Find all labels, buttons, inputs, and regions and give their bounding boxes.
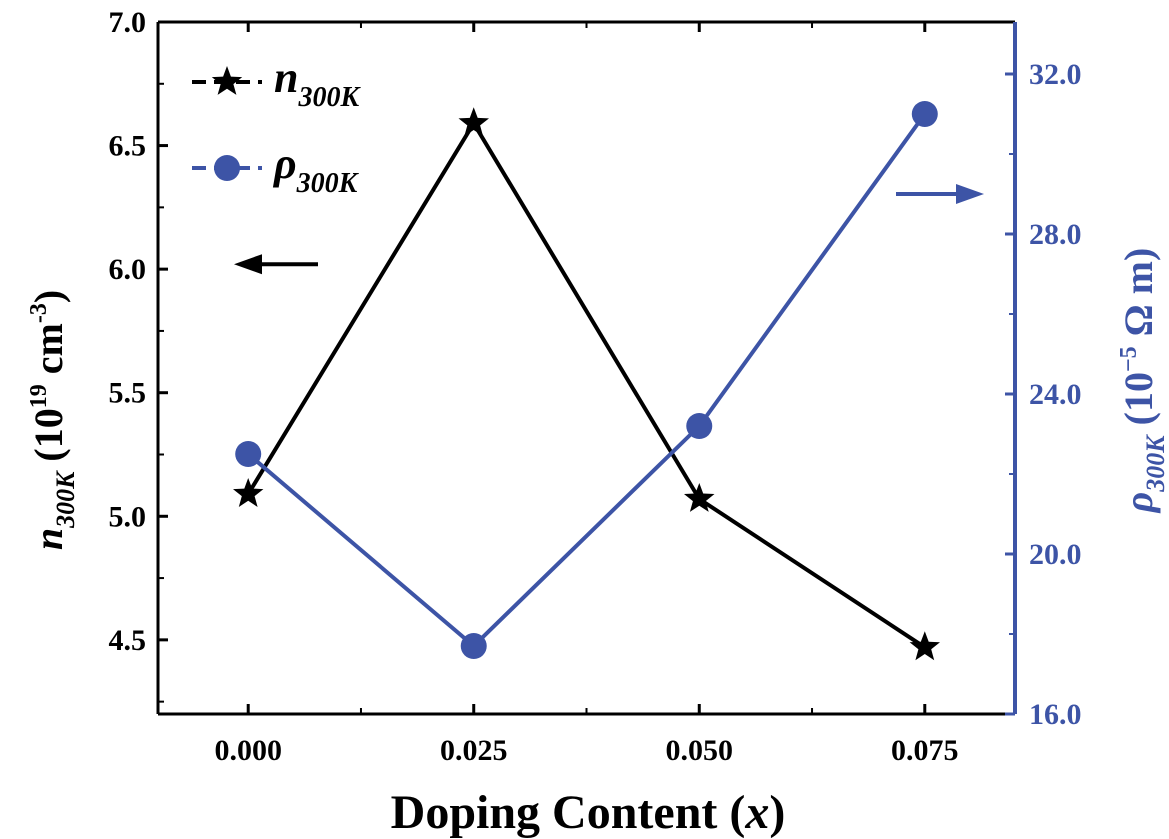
series-line-star	[246, 119, 926, 649]
data-point-star	[909, 631, 940, 661]
data-point-circle	[911, 101, 938, 127]
legend-circle-marker	[214, 155, 240, 181]
data-point-circle	[686, 413, 713, 439]
left-y-tick-label: 5.5	[109, 377, 147, 410]
series-line-circle	[246, 112, 927, 649]
right-y-tick-label: 20.0	[1029, 538, 1082, 571]
arrow-head	[234, 254, 262, 275]
right-y-axis-ticks: 16.0 20.0 24.0 28.0 32.0	[1005, 58, 1082, 731]
data-point-star	[458, 107, 489, 137]
legend-label: n300K	[274, 53, 361, 113]
right-y-tick-label: 16.0	[1029, 698, 1082, 731]
data-point-star	[233, 478, 264, 507]
right-y-tick-label: 24.0	[1029, 378, 1082, 411]
x-tick-label: 0.025	[440, 734, 508, 767]
left-y-tick-label: 6.5	[109, 130, 147, 163]
axis-arrows	[234, 184, 984, 275]
data-point-star	[684, 483, 715, 512]
x-tick-label: 0.075	[891, 734, 959, 767]
left-y-tick-label: 6.0	[109, 253, 147, 286]
left-y-tick-label: 7.0	[109, 6, 147, 39]
right-axis-arrow	[896, 184, 984, 204]
x-axis-title: Doping Content (x)	[391, 786, 786, 839]
left-y-tick-label: 4.5	[109, 624, 147, 657]
right-y-tick-label: 28.0	[1029, 218, 1082, 251]
left-axis-arrow	[234, 254, 318, 275]
x-tick-label: 0.000	[214, 734, 282, 767]
data-point-circle	[235, 441, 262, 467]
legend-item: n300K	[192, 53, 361, 113]
left-y-tick-label: 5.0	[109, 500, 147, 533]
data-point-circle	[460, 633, 487, 659]
right-y-tick-label: 32.0	[1029, 58, 1082, 91]
series-layer	[233, 101, 940, 661]
legend: n300K ρ300K	[192, 53, 361, 199]
series-star	[233, 107, 940, 661]
left-y-axis-title: n300K (1019 cm-3)	[26, 290, 80, 550]
x-tick-label: 0.050	[666, 734, 734, 767]
series-circle	[235, 101, 938, 659]
x-axis-ticks: 0.000 0.025 0.050 0.075	[214, 22, 959, 767]
left-y-axis-ticks: 4.5 5.0 5.5 6.0 6.5 7.0	[109, 6, 168, 703]
right-y-axis-title: ρ300K (10−5 Ω m)	[1116, 248, 1169, 514]
legend-label: ρ300K	[272, 139, 360, 199]
plot-frame	[156, 20, 1017, 716]
arrow-head	[956, 184, 984, 204]
legend-star-marker	[211, 66, 243, 95]
legend-item: ρ300K	[192, 139, 360, 199]
